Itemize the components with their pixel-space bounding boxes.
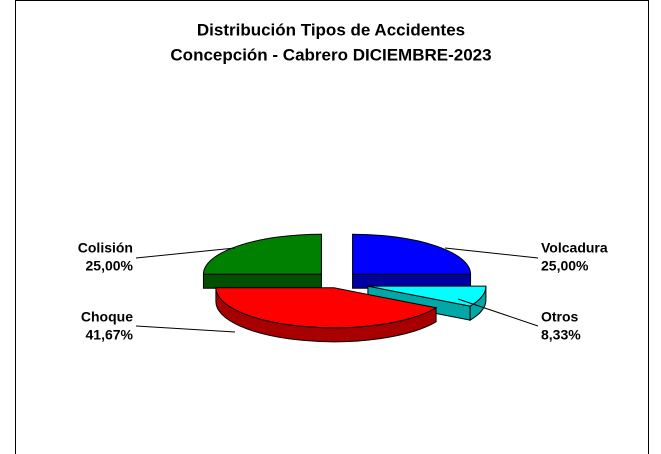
- chart-title: Concepción - Cabrero DICIEMBRE-2023: [170, 45, 491, 64]
- pie-slice: [202, 233, 322, 275]
- slice-value-label: 25,00%: [86, 258, 134, 274]
- slice-value-label: 25,00%: [541, 258, 589, 274]
- slice-label: Colisión: [78, 240, 133, 256]
- slice-label: Volcadura: [541, 240, 608, 256]
- slice-cut-face: [202, 273, 322, 289]
- leader-line: [135, 247, 236, 259]
- leader-line: [457, 298, 539, 327]
- slice-value-label: 8,33%: [541, 327, 581, 343]
- leader-line: [135, 325, 236, 333]
- pie-slice: [215, 287, 438, 329]
- slice-label: Otros: [541, 309, 579, 325]
- leader-line: [444, 247, 539, 259]
- chart-frame: [15, 0, 649, 454]
- slice-value-label: 41,67%: [86, 327, 134, 343]
- pie-slice: [367, 285, 487, 307]
- chart-title: Distribución Tipos de Accidentes: [197, 20, 465, 39]
- pie-slice: [352, 233, 472, 275]
- slice-label: Choque: [81, 309, 133, 325]
